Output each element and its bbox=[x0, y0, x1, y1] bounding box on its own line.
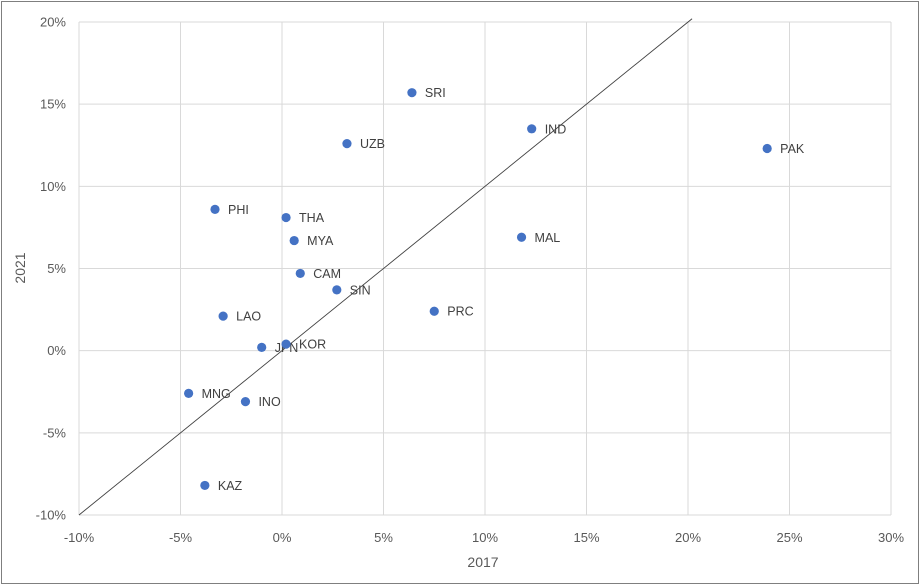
x-tick-label: 0% bbox=[273, 530, 292, 545]
data-point-uzb: UZB bbox=[342, 137, 385, 151]
data-points: SRIINDUZBPAKPHITHAMYAMALCAMSINPRCLAOJPNK… bbox=[184, 86, 805, 493]
data-point-mya: MYA bbox=[289, 234, 334, 248]
point-marker bbox=[210, 204, 220, 214]
y-tick-label: 10% bbox=[40, 179, 66, 194]
x-tick-label: 20% bbox=[675, 530, 701, 545]
point-label: THA bbox=[299, 211, 325, 225]
data-point-pak: PAK bbox=[762, 142, 805, 156]
data-point-cam: CAM bbox=[295, 267, 341, 281]
point-label: KAZ bbox=[218, 479, 243, 493]
grid bbox=[78, 21, 892, 516]
y-axis-title: 2021 bbox=[12, 252, 28, 283]
point-label: PHI bbox=[228, 203, 249, 217]
point-marker bbox=[429, 306, 439, 316]
x-axis-title: 2017 bbox=[467, 554, 498, 570]
point-marker bbox=[332, 285, 342, 295]
data-point-tha: THA bbox=[281, 211, 325, 225]
data-point-kor: KOR bbox=[281, 338, 326, 352]
point-label: LAO bbox=[236, 310, 261, 324]
reference-line bbox=[78, 18, 693, 516]
y-tick-label: -10% bbox=[36, 508, 67, 523]
data-point-sri: SRI bbox=[407, 86, 446, 100]
point-label: MAL bbox=[535, 231, 561, 245]
y-tick-label: 15% bbox=[40, 97, 66, 112]
data-point-mng: MNG bbox=[184, 387, 231, 401]
point-marker bbox=[407, 88, 417, 98]
y-tick-label: 5% bbox=[47, 261, 66, 276]
point-marker bbox=[516, 232, 527, 242]
point-marker bbox=[527, 124, 537, 134]
y-tick-label: -5% bbox=[43, 425, 67, 440]
point-marker bbox=[184, 388, 194, 398]
point-label: CAM bbox=[313, 267, 341, 281]
data-point-kaz: KAZ bbox=[200, 479, 243, 493]
point-marker bbox=[295, 268, 305, 279]
data-point-ind: IND bbox=[527, 122, 566, 136]
y-axis-ticks: -10% -5% 0% 5% 10% 15% 20% bbox=[36, 15, 67, 523]
x-tick-label: -10% bbox=[64, 530, 95, 545]
point-label: PAK bbox=[780, 142, 805, 156]
point-label: UZB bbox=[360, 137, 385, 151]
point-label: SIN bbox=[350, 283, 371, 297]
x-tick-label: 10% bbox=[472, 530, 498, 545]
point-marker bbox=[257, 342, 267, 352]
point-marker bbox=[281, 212, 291, 223]
y-tick-label: 20% bbox=[40, 15, 66, 30]
point-label: IND bbox=[545, 122, 567, 136]
point-marker bbox=[289, 235, 299, 246]
y-tick-label: 0% bbox=[47, 343, 66, 358]
point-label: INO bbox=[258, 395, 281, 409]
point-label: MNG bbox=[202, 387, 231, 401]
point-marker bbox=[342, 139, 352, 149]
data-point-prc: PRC bbox=[429, 305, 474, 319]
point-marker bbox=[200, 480, 210, 491]
data-point-phi: PHI bbox=[210, 203, 249, 217]
x-axis-ticks: -10% -5% 0% 5% 10% 15% 20% 25% 30% bbox=[64, 530, 905, 545]
point-label: KOR bbox=[299, 338, 326, 352]
data-point-ino: INO bbox=[240, 395, 281, 409]
point-marker bbox=[281, 339, 291, 349]
data-point-jpn: JPN bbox=[257, 341, 298, 355]
point-label: SRI bbox=[425, 86, 446, 100]
x-tick-label: 25% bbox=[776, 530, 802, 545]
point-label: PRC bbox=[447, 305, 473, 319]
x-tick-label: 15% bbox=[573, 530, 599, 545]
x-tick-label: 30% bbox=[878, 530, 904, 545]
x-tick-label: -5% bbox=[169, 530, 193, 545]
point-label: MYA bbox=[307, 234, 334, 248]
point-marker bbox=[762, 143, 772, 154]
point-marker bbox=[218, 311, 228, 321]
data-point-sin: SIN bbox=[332, 283, 371, 297]
x-tick-label: 5% bbox=[374, 530, 393, 545]
point-marker bbox=[240, 397, 251, 407]
data-point-lao: LAO bbox=[218, 310, 261, 324]
data-point-mal: MAL bbox=[516, 231, 561, 245]
